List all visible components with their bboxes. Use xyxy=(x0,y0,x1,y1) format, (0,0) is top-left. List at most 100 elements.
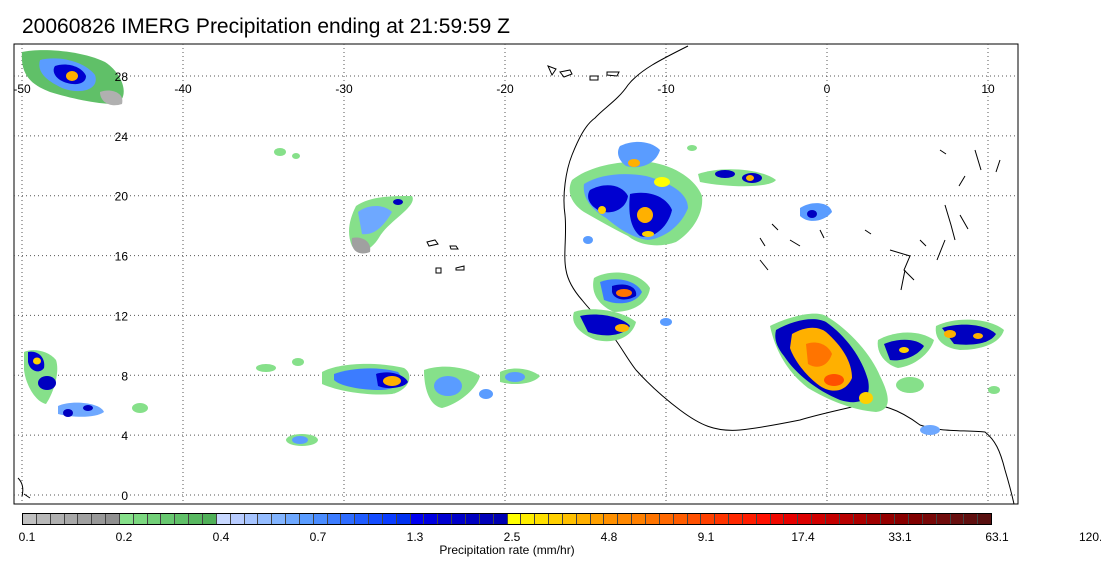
colorbar-segment xyxy=(645,514,660,524)
colorbar-segment xyxy=(701,514,716,524)
colorbar-title: Precipitation rate (mm/hr) xyxy=(439,543,575,557)
colorbar-segment xyxy=(562,514,577,524)
colorbar-tick-label: 17.4 xyxy=(791,530,815,544)
colorbar-segment xyxy=(147,514,162,524)
coastline-map xyxy=(17,45,1015,504)
colorbar-segment xyxy=(106,514,120,524)
colorbar-segment xyxy=(881,514,896,524)
colorbar-segment xyxy=(867,514,882,524)
colorbar-segment xyxy=(839,514,854,524)
colorbar-segment xyxy=(244,514,259,524)
colorbar-segment xyxy=(659,514,674,524)
colorbar-segment xyxy=(964,514,979,524)
map-gridlines xyxy=(14,44,1018,504)
colorbar-segment xyxy=(299,514,314,524)
colorbar-segment xyxy=(410,514,425,524)
colorbar-tick-label: 1.3 xyxy=(406,530,424,544)
map-title: 20060826 IMERG Precipitation ending at 2… xyxy=(22,15,510,38)
colorbar-segment xyxy=(507,514,522,524)
colorbar-segment xyxy=(369,514,383,524)
colorbar-segment xyxy=(632,514,646,524)
colorbar-tick-label: 63.1 xyxy=(985,530,1009,544)
colorbar-tick-label: 0.2 xyxy=(115,530,133,544)
colorbar-segment xyxy=(438,514,453,524)
colorbar-segment xyxy=(922,514,937,524)
colorbar-segment xyxy=(396,514,411,524)
colorbar-segment xyxy=(936,514,951,524)
colorbar-tick-label: 120.2 xyxy=(1078,530,1101,544)
lat-tick-label: 12 xyxy=(115,309,129,323)
lon-tick-label: -30 xyxy=(335,82,353,96)
colorbar-segment xyxy=(133,514,148,524)
lat-tick-label: 8 xyxy=(121,369,128,383)
colorbar-segment xyxy=(590,514,605,524)
colorbar-segment xyxy=(673,514,688,524)
colorbar xyxy=(22,513,992,525)
colorbar-segment xyxy=(313,514,328,524)
axis-tick-labels: -50 -40 -30 -20 -10 0 10 0 4 8 12 16 20 24 28 xyxy=(13,70,995,503)
colorbar-segment xyxy=(978,514,992,524)
colorbar-segment xyxy=(202,514,217,524)
colorbar-segment xyxy=(341,514,356,524)
lat-tick-label: 20 xyxy=(115,190,129,204)
colorbar-segment xyxy=(618,514,633,524)
colorbar-segment xyxy=(286,514,300,524)
lat-tick-label: 4 xyxy=(121,429,128,443)
lon-tick-label: -50 xyxy=(13,82,31,96)
colorbar-tick-label: 0.4 xyxy=(212,530,230,544)
colorbar-segment xyxy=(535,514,550,524)
colorbar-segment xyxy=(424,514,439,524)
colorbar-segment xyxy=(756,514,771,524)
colorbar-tick-label: 2.5 xyxy=(503,530,521,544)
colorbar-segment xyxy=(216,514,231,524)
lat-tick-label: 16 xyxy=(115,250,129,264)
colorbar-segment xyxy=(521,514,536,524)
colorbar-segment xyxy=(23,514,37,524)
colorbar-segment xyxy=(50,514,65,524)
colorbar-segment xyxy=(812,514,826,524)
colorbar-segment xyxy=(729,514,743,524)
colorbar-segment xyxy=(604,514,619,524)
colorbar-segment xyxy=(687,514,702,524)
colorbar-segment xyxy=(92,514,107,524)
colorbar-tick-label: 4.8 xyxy=(600,530,618,544)
colorbar-segment xyxy=(825,514,840,524)
lat-tick-label: 28 xyxy=(115,70,129,84)
colorbar-segment xyxy=(493,514,508,524)
colorbar-segment xyxy=(950,514,965,524)
colorbar-segment xyxy=(742,514,757,524)
lon-tick-label: -10 xyxy=(657,82,675,96)
colorbar-segment xyxy=(175,514,190,524)
colorbar-tick-label: 0.7 xyxy=(309,530,327,544)
colorbar-segment xyxy=(909,514,923,524)
lon-tick-label: 0 xyxy=(824,82,831,96)
lon-tick-label: 10 xyxy=(981,82,995,96)
colorbar-segment xyxy=(466,514,480,524)
colorbar-tick-label: 9.1 xyxy=(697,530,715,544)
colorbar-segment xyxy=(64,514,79,524)
lat-tick-label: 0 xyxy=(121,489,128,503)
colorbar-segment xyxy=(715,514,730,524)
map-frame xyxy=(13,43,1019,505)
colorbar-segment xyxy=(355,514,370,524)
colorbar-segment xyxy=(78,514,93,524)
colorbar-segment xyxy=(189,514,203,524)
colorbar-segment xyxy=(549,514,563,524)
precipitation-overlay xyxy=(21,50,1004,446)
lon-tick-label: -40 xyxy=(174,82,192,96)
colorbar-segment xyxy=(576,514,591,524)
colorbar-tick-label: 33.1 xyxy=(888,530,912,544)
colorbar-segment xyxy=(479,514,494,524)
colorbar-segment xyxy=(119,514,134,524)
colorbar-segment xyxy=(230,514,245,524)
colorbar-segment xyxy=(272,514,287,524)
lat-tick-label: 24 xyxy=(115,130,129,144)
colorbar-segment xyxy=(36,514,51,524)
precipitation-map: -50 -40 -30 -20 -10 0 10 0 4 8 12 16 20 24 28 xyxy=(13,43,1019,505)
colorbar-segment xyxy=(258,514,273,524)
colorbar-segment xyxy=(853,514,868,524)
colorbar-tick-label: 0.1 xyxy=(18,530,36,544)
colorbar-segment xyxy=(895,514,909,524)
colorbar-segment xyxy=(784,514,799,524)
colorbar-segment xyxy=(770,514,785,524)
